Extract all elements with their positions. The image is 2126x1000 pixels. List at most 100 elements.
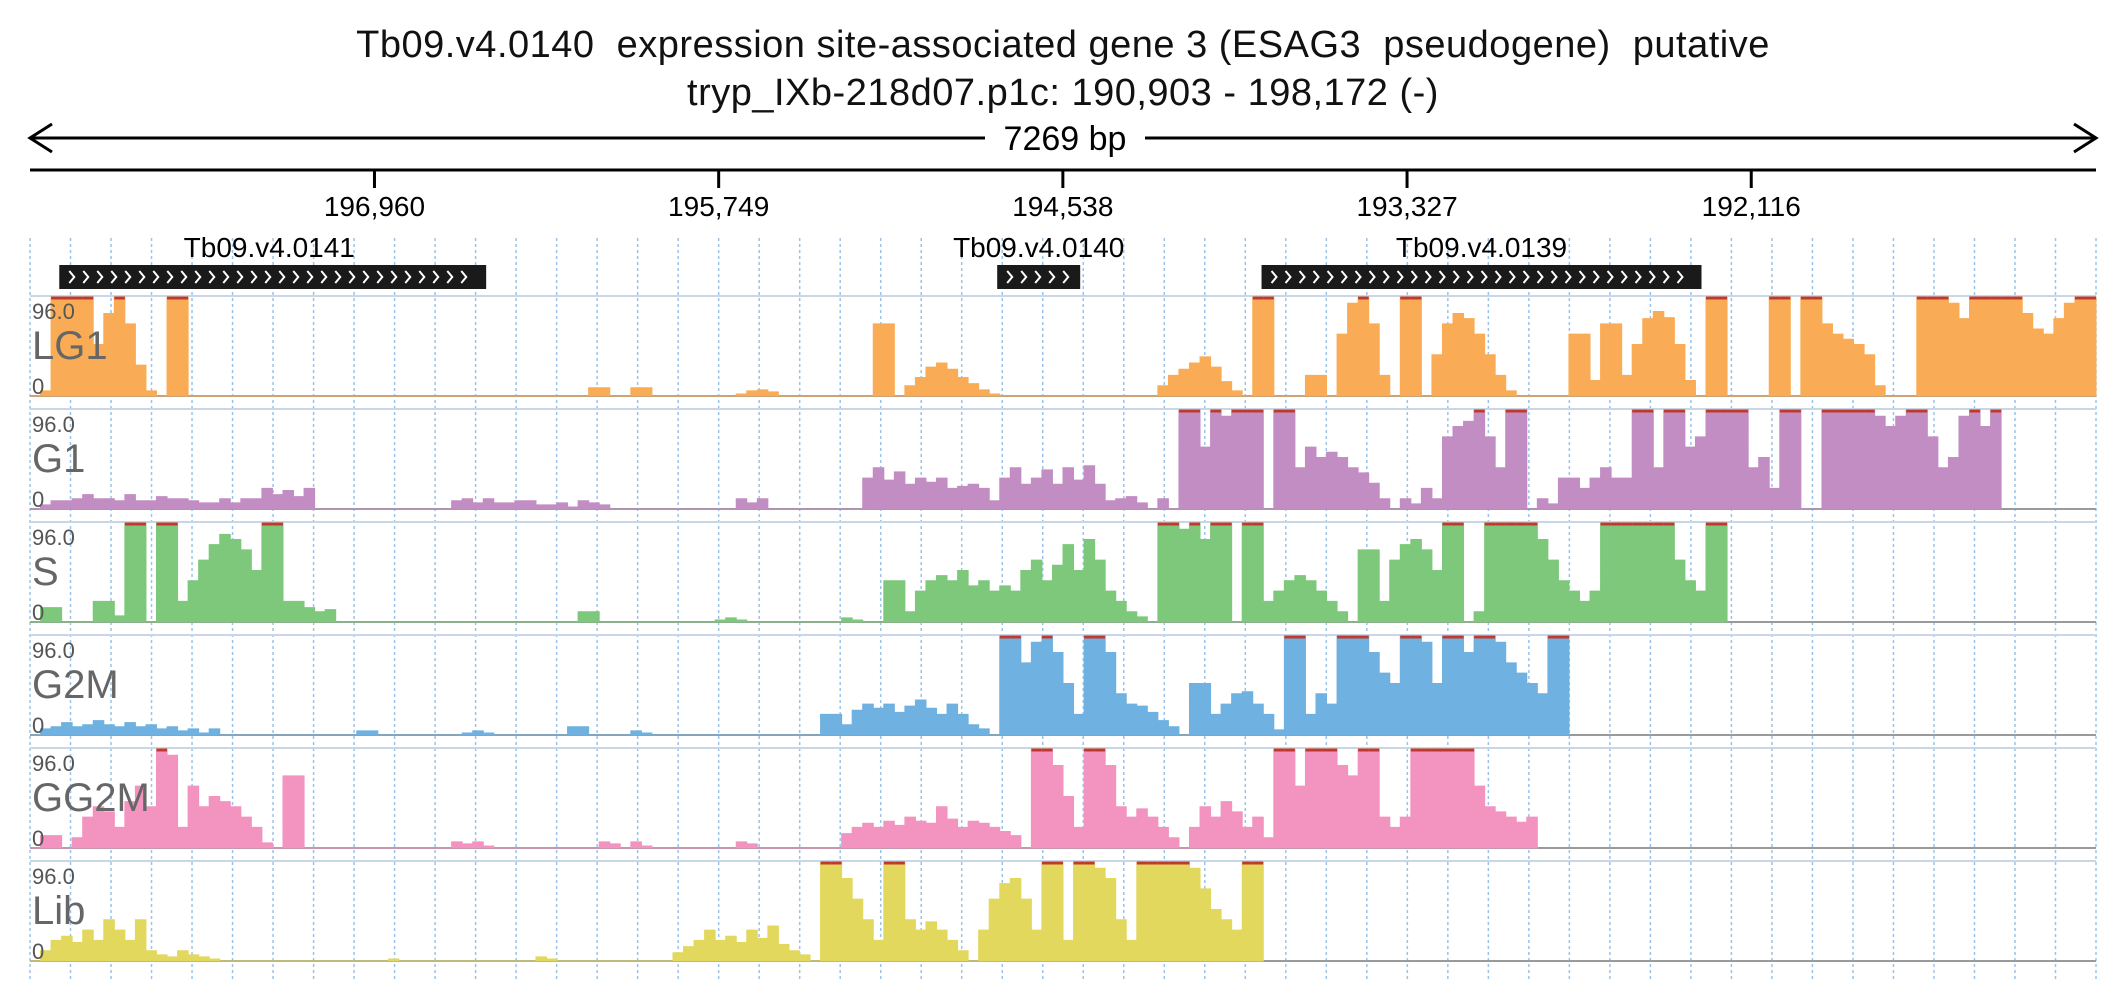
strand-arrow — [1662, 270, 1670, 284]
strand-arrow — [1620, 270, 1628, 284]
tick-label: 196,960 — [324, 191, 425, 222]
strand-arrow — [1634, 270, 1642, 284]
strand-arrow — [460, 270, 468, 284]
track-min-label: 0 — [32, 939, 44, 964]
strand-arrow — [82, 270, 90, 284]
coverage-area — [30, 748, 1538, 849]
strand-arrow — [376, 270, 384, 284]
span-arrowhead-right — [2073, 122, 2099, 154]
gene-feature — [1261, 265, 1702, 289]
coverage-tracks: 96.00LG196.00G196.00S96.00G2M96.00GG2M96… — [30, 295, 2097, 964]
strand-arrow — [390, 270, 398, 284]
strand-arrow — [1382, 270, 1390, 284]
coverage-area — [30, 296, 2097, 397]
strand-arrow — [1326, 270, 1334, 284]
strand-arrow — [110, 270, 118, 284]
track-name: G1 — [32, 437, 85, 481]
strand-arrow — [1298, 270, 1306, 284]
coverage-area — [30, 861, 1264, 962]
track-g2m: 96.0 0 G2M — [30, 634, 2096, 738]
chart-locus: tryp_IXb-218d07.p1c: 190,903 - 198,172 (… — [687, 72, 1439, 114]
strand-arrow — [418, 270, 426, 284]
strand-arrow — [1284, 270, 1292, 284]
track-min-label: 0 — [32, 374, 44, 399]
gene-label: Tb09.v4.0139 — [1396, 232, 1567, 263]
track-max-label: 96.0 — [32, 299, 75, 324]
span-indicator: 7269 bp — [27, 120, 2099, 158]
gene-feature — [59, 265, 487, 289]
strand-arrow — [1494, 270, 1502, 284]
strand-arrow — [278, 270, 286, 284]
strand-arrow — [1396, 270, 1404, 284]
grid — [29, 238, 2097, 981]
track-lg1: 96.0 0 LG1 — [30, 295, 2097, 399]
track-min-label: 0 — [32, 826, 44, 851]
strand-arrow — [1410, 270, 1418, 284]
strand-arrow — [1522, 270, 1530, 284]
gene-track: Tb09.v4.0141 Tb09.v4.0140 Tb09.v4.0139 — [59, 232, 1702, 289]
gene-label: Tb09.v4.0141 — [184, 232, 355, 263]
strand-arrow — [264, 270, 272, 284]
track-g1: 96.0 0 G1 — [30, 408, 2096, 512]
strand-arrow — [194, 270, 202, 284]
strand-arrow — [1354, 270, 1362, 284]
strand-arrow — [1676, 270, 1684, 284]
strand-arrow — [306, 270, 314, 284]
strand-arrow — [1466, 270, 1474, 284]
strand-arrow — [1606, 270, 1614, 284]
strand-arrow — [1034, 270, 1042, 284]
track-max-label: 96.0 — [32, 638, 75, 663]
strand-arrow — [1452, 270, 1460, 284]
strand-arrow — [166, 270, 174, 284]
strand-arrow — [1648, 270, 1656, 284]
strand-arrow — [180, 270, 188, 284]
strand-arrow — [1062, 270, 1070, 284]
strand-arrow — [1592, 270, 1600, 284]
strand-arrow — [1020, 270, 1028, 284]
strand-arrow — [348, 270, 356, 284]
track-lib: 96.0 0 Lib — [30, 860, 2096, 964]
tick-label: 192,116 — [1702, 191, 1801, 222]
track-max-label: 96.0 — [32, 412, 75, 437]
track-max-label: 96.0 — [32, 525, 75, 550]
track-name: Lib — [32, 889, 85, 933]
track-min-label: 0 — [32, 713, 44, 738]
coverage-area — [30, 635, 1570, 736]
strand-arrow — [362, 270, 370, 284]
tick-label: 195,749 — [668, 191, 769, 222]
strand-arrow — [1564, 270, 1572, 284]
axis-ticks: 196,960 195,749 194,538 193,327 192,116 — [324, 170, 1801, 222]
tick-label: 194,538 — [1012, 191, 1113, 222]
strand-arrow — [1312, 270, 1320, 284]
strand-arrow — [1480, 270, 1488, 284]
strand-arrow — [222, 270, 230, 284]
track-min-label: 0 — [32, 600, 44, 625]
track-gg2m: 96.0 0 GG2M — [30, 747, 2096, 851]
strand-arrow — [236, 270, 244, 284]
track-max-label: 96.0 — [32, 864, 75, 889]
track-name: G2M — [32, 663, 119, 707]
strand-arrow — [1340, 270, 1348, 284]
strand-arrow — [320, 270, 328, 284]
track-name: LG1 — [32, 324, 108, 368]
track-max-label: 96.0 — [32, 751, 75, 776]
strand-arrow — [1424, 270, 1432, 284]
track-s: 96.0 0 S — [30, 521, 2096, 625]
strand-arrow — [404, 270, 412, 284]
strand-arrow — [1006, 270, 1014, 284]
strand-arrow — [1270, 270, 1278, 284]
strand-arrow — [1048, 270, 1056, 284]
strand-arrow — [208, 270, 216, 284]
span-arrowhead-left — [27, 122, 53, 154]
strand-arrow — [334, 270, 342, 284]
tick-label: 193,327 — [1356, 191, 1457, 222]
strand-arrow — [292, 270, 300, 284]
strand-arrow — [1550, 270, 1558, 284]
coverage-area — [30, 522, 1728, 623]
strand-arrow — [432, 270, 440, 284]
span-label: 7269 bp — [1004, 120, 1127, 158]
strand-arrow — [96, 270, 104, 284]
gene-label: Tb09.v4.0140 — [953, 232, 1124, 263]
